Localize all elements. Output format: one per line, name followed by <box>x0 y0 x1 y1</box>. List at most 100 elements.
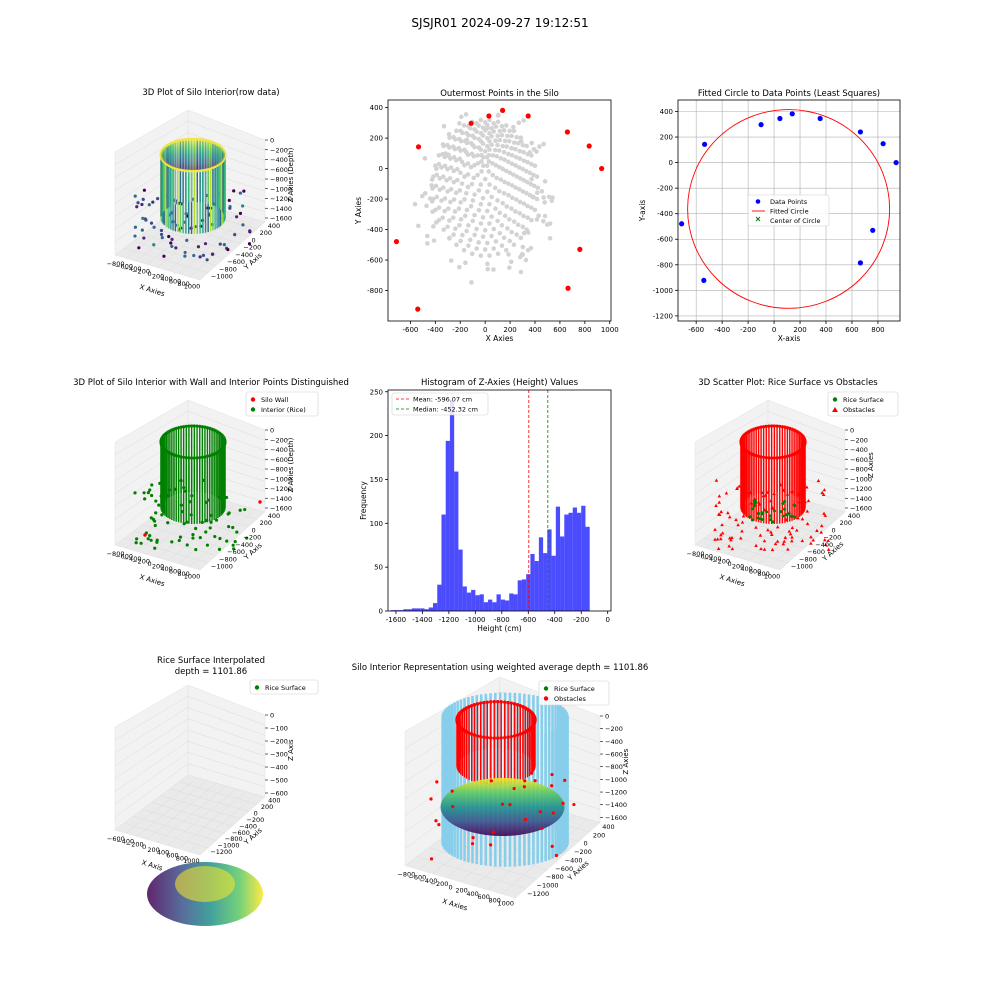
z-axis-label: Z Axis <box>287 739 295 761</box>
gray-point <box>458 200 463 205</box>
x-tick-label: −600 <box>107 835 125 843</box>
y-tick-label: 0 <box>669 159 673 167</box>
x-tick-label: −800 <box>107 260 125 268</box>
histogram-bar <box>475 595 480 611</box>
outer-point <box>486 113 492 119</box>
chart-title: 3D Plot of Silo Interior(row data) <box>142 88 279 98</box>
obstacle-point <box>819 530 824 534</box>
gray-point <box>451 154 457 160</box>
silo-rim-point <box>190 456 194 460</box>
gray-point <box>507 265 512 270</box>
gray-point <box>507 128 513 134</box>
obstacle-point <box>820 490 824 495</box>
silo-rim-point <box>182 455 186 459</box>
grid-line <box>151 802 233 827</box>
histogram-bar <box>466 592 472 611</box>
gray-point <box>442 163 448 169</box>
gray-point <box>458 238 463 244</box>
silo-rim-point <box>515 703 520 707</box>
gray-point <box>501 235 507 241</box>
gray-point <box>475 172 480 178</box>
gray-point <box>476 145 482 150</box>
obstacle-point <box>809 541 813 545</box>
y-axis-label: Y-axis <box>638 200 647 223</box>
scatter-point <box>191 536 195 540</box>
gray-point <box>434 194 440 200</box>
gray-point <box>447 135 452 141</box>
y-tick-label: 0 <box>379 608 383 616</box>
scatter-point <box>227 525 231 529</box>
gray-point <box>422 156 428 161</box>
gray-point <box>513 185 518 190</box>
obstacle-point <box>773 541 778 546</box>
outer-point <box>564 129 570 135</box>
gray-point <box>507 238 513 244</box>
gray-point <box>446 132 452 137</box>
y-tick-label: −600 <box>227 548 245 556</box>
scatter-point <box>152 519 157 523</box>
z-tick-label: −1400 <box>850 495 872 503</box>
gray-point <box>491 226 497 232</box>
z-tick-label: −1400 <box>270 205 292 213</box>
grid-line <box>187 478 266 502</box>
scatter-point <box>159 228 164 233</box>
z-tick-label: −1600 <box>270 215 292 223</box>
rice-surface-point <box>752 502 756 506</box>
gray-point <box>513 197 519 202</box>
rice-surface-point <box>771 520 775 524</box>
scatter-point <box>137 246 141 250</box>
histogram-bar <box>471 589 476 611</box>
gray-point <box>479 169 484 174</box>
gray-point <box>476 207 482 213</box>
silo-rim-point <box>780 455 784 459</box>
obstacle-point <box>769 530 773 534</box>
scatter-point <box>167 234 171 239</box>
gray-point <box>464 130 469 136</box>
gray-point <box>518 176 523 181</box>
obstacle-point <box>522 785 526 789</box>
gray-point <box>531 183 537 189</box>
z-tick-label: −800 <box>850 466 868 474</box>
x-tick-label: -1600 <box>386 616 406 624</box>
z-tick-label: −300 <box>270 751 288 759</box>
legend-label: Rice Surface <box>843 396 884 404</box>
x-tick-label: 600 <box>845 326 858 334</box>
gray-point <box>467 237 473 243</box>
gray-point <box>506 192 511 198</box>
silo-rim-point <box>767 424 771 428</box>
z-tick-label: −200 <box>270 436 288 444</box>
histogram-bar <box>521 579 527 611</box>
silo-rim-point <box>475 702 480 706</box>
gray-point <box>482 247 488 252</box>
y-tick-label: −800 <box>799 555 817 563</box>
x-tick-label: −400 <box>419 877 437 885</box>
gray-point <box>501 149 507 155</box>
legend-marker <box>543 696 549 701</box>
grid-line <box>160 795 241 819</box>
silo-rim-point <box>496 736 500 740</box>
obstacle-point <box>489 779 493 783</box>
y-tick-label: −1200 <box>210 848 232 856</box>
z-tick-label: −1000 <box>270 475 292 483</box>
y-tick-label: −1000 <box>218 842 240 850</box>
gray-point <box>492 147 498 153</box>
gray-point <box>504 168 509 174</box>
y-tick-label: 400 <box>370 104 383 112</box>
gray-point <box>537 144 542 149</box>
scatter-point <box>205 543 210 547</box>
rice-surface-point <box>773 509 777 513</box>
grid-line <box>187 729 266 757</box>
grid-line <box>187 411 266 441</box>
y-tick-label: −200 <box>243 244 261 252</box>
gray-point <box>506 159 511 165</box>
grid-line <box>187 707 266 736</box>
scatter-point <box>208 526 212 530</box>
x-tick-label: −200 <box>712 557 730 565</box>
gray-point <box>516 165 522 170</box>
histogram-bar <box>462 586 467 611</box>
gray-point <box>524 190 529 196</box>
x-tick-label: 800 <box>578 326 591 334</box>
rice-surface-point <box>760 511 764 515</box>
gray-point <box>511 124 516 130</box>
silo-rim-point <box>502 735 507 740</box>
